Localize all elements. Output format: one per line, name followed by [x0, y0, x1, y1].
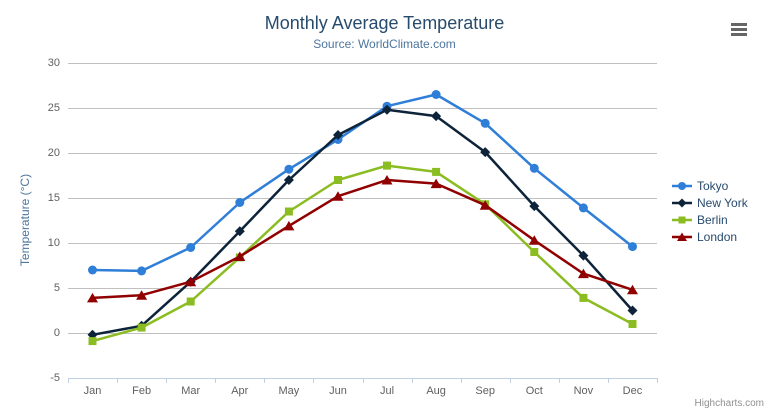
y-axis-label: 5 [53, 282, 60, 294]
x-axis-label: Oct [525, 385, 543, 397]
x-axis-label: Aug [426, 385, 446, 397]
chart-context-menu-button[interactable] [729, 22, 749, 38]
y-axis-label: 10 [47, 237, 60, 249]
x-axis-label: Jun [329, 385, 347, 397]
circle-series-marker-icon [672, 181, 692, 190]
square-series-marker-icon [672, 216, 692, 223]
x-axis-label: Dec [622, 385, 643, 397]
legend-label: New York [697, 195, 748, 210]
legend-label: London [697, 229, 738, 244]
x-axis-label: Jan [83, 385, 102, 397]
x-axis-label: Nov [573, 385, 594, 397]
x-axis-label: Apr [231, 385, 249, 397]
credits-link[interactable]: Highcharts.com [694, 398, 764, 409]
legend-label: Berlin [697, 212, 728, 227]
x-axis-label: Mar [181, 385, 201, 397]
hamburger-menu-icon [731, 22, 747, 26]
x-axis-label: Jul [380, 385, 395, 397]
legend-item-berlin[interactable]: Berlin [672, 211, 748, 228]
legend: Tokyo New York Berlin London [672, 177, 748, 245]
legend-item-tokyo[interactable]: Tokyo [672, 177, 748, 194]
legend-item-london[interactable]: London [672, 228, 748, 245]
y-axis-label: -5 [50, 372, 60, 384]
legend-item-new-york[interactable]: New York [672, 194, 748, 211]
y-axis-label: 0 [53, 327, 60, 339]
x-axis-label: May [278, 385, 300, 397]
y-axis-label: 20 [47, 147, 60, 159]
x-axis-label: Sep [475, 385, 495, 397]
x-axis-label: Feb [132, 385, 152, 397]
legend-label: Tokyo [697, 178, 729, 193]
chart-title: Monthly Average Temperature [264, 13, 505, 33]
diamond-series-marker-icon [672, 198, 692, 207]
chart-subtitle: Source: WorldClimate.com [313, 37, 456, 51]
y-axis-label: 15 [47, 192, 60, 204]
triangle-series-marker-icon [672, 232, 692, 241]
y-axis-label: 30 [47, 57, 60, 69]
y-axis-label: 25 [47, 102, 60, 114]
